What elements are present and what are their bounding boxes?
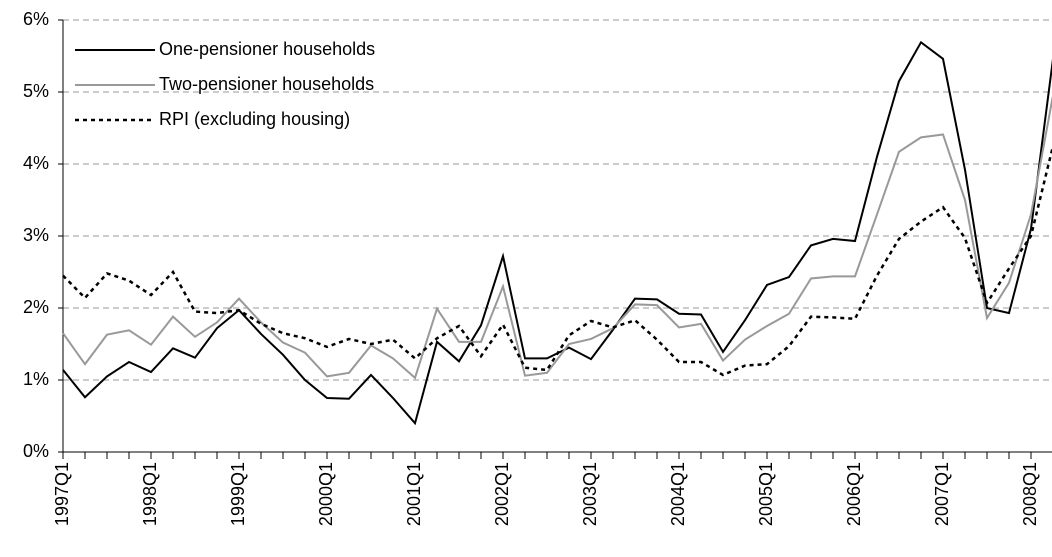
series-line — [62, 40, 1052, 426]
y-tick-label: 3% — [23, 225, 49, 245]
x-tick-label: 2007Q1 — [932, 462, 952, 526]
legend-label: RPI (excluding housing) — [159, 109, 350, 129]
x-tick-label: 2003Q1 — [580, 462, 600, 526]
x-tick-label: 2006Q1 — [844, 462, 864, 526]
y-tick-label: 1% — [23, 369, 49, 389]
x-tick-label: 2008Q1 — [1020, 462, 1040, 526]
y-tick-label: 6% — [23, 9, 49, 29]
y-tick-label: 5% — [23, 81, 49, 101]
y-tick-label: 0% — [23, 441, 49, 461]
x-tick-label: 2004Q1 — [668, 462, 688, 526]
x-tick-label: 1998Q1 — [140, 462, 160, 526]
y-tick-label: 2% — [23, 297, 49, 317]
y-tick-label: 4% — [23, 153, 49, 173]
legend-label: Two-pensioner households — [159, 74, 374, 94]
series-line — [62, 145, 1052, 377]
x-tick-label: 2001Q1 — [404, 462, 424, 526]
legend-label: One-pensioner households — [159, 39, 375, 59]
x-tick-label: 2005Q1 — [756, 462, 776, 526]
x-tick-label: 1999Q1 — [228, 462, 248, 526]
x-tick-label: 2000Q1 — [316, 462, 336, 526]
x-tick-label: 1997Q1 — [52, 462, 72, 526]
x-tick-label: 2002Q1 — [492, 462, 512, 526]
